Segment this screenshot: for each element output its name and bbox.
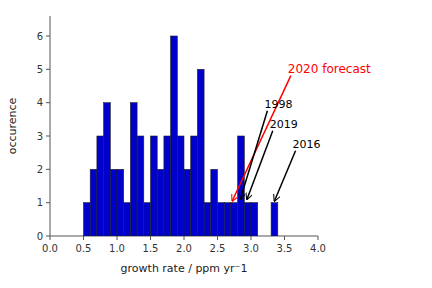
histogram-bar (231, 203, 238, 236)
histogram-bar (84, 203, 91, 236)
histogram-bar (204, 203, 211, 236)
x-tick-label: 0.5 (76, 243, 92, 254)
histogram-bar (191, 136, 198, 236)
x-tick (50, 236, 51, 240)
histogram-bar (258, 236, 265, 237)
histogram-bar (110, 169, 117, 236)
y-tick (46, 236, 50, 237)
histogram-bar (285, 236, 292, 237)
bars (84, 36, 278, 236)
x-tick-label: 1.0 (109, 243, 125, 254)
x-tick (217, 236, 218, 240)
histogram-bar (197, 69, 204, 236)
y-axis-label: occurence (6, 97, 19, 154)
annotation-text: 2019 (270, 118, 298, 131)
x-tick (184, 236, 185, 240)
histogram-bar (137, 136, 144, 236)
annotation-text: 1998 (264, 98, 292, 111)
x-tick (150, 236, 151, 240)
y-tick (46, 102, 50, 103)
y-tick (46, 202, 50, 203)
annotation-arrow (247, 131, 273, 200)
histogram-bar (177, 136, 184, 236)
x-axis-label: growth rate / ppm yr⁻1 (121, 262, 248, 275)
histogram-bar (251, 203, 258, 236)
chart: 0.0 0.5 1.0 1.5 2.0 2.5 3.0 3.5 4.0 0 1 2 3 4 5 6 growth… (0, 0, 432, 288)
y-tick-label: 4 (37, 97, 43, 108)
x-tick (117, 236, 118, 240)
x-tick (251, 236, 252, 240)
histogram-bar (151, 136, 158, 236)
y-tick-label: 5 (37, 64, 43, 75)
histogram-bar (144, 203, 151, 236)
x-tick-label: 2.0 (176, 243, 192, 254)
y-tick (46, 69, 50, 70)
annotation-text: 2016 (293, 138, 321, 151)
x-tick-label: 1.5 (143, 243, 159, 254)
histogram-bar (97, 136, 104, 236)
x-tick-label: 4.0 (310, 243, 326, 254)
x-tick (284, 236, 285, 240)
histogram-bar (278, 236, 285, 237)
y-tick-label: 1 (37, 197, 43, 208)
histogram-bar (130, 103, 137, 236)
y-tick-label: 3 (37, 131, 43, 142)
annotation-text: 2020 forecast (288, 62, 371, 76)
y-tick-label: 6 (37, 31, 43, 42)
y-tick-label: 2 (37, 164, 43, 175)
histogram-bar (164, 136, 171, 236)
x-tick (318, 236, 319, 240)
histogram-bar (90, 169, 97, 236)
y-tick (46, 36, 50, 37)
histogram-bar (171, 36, 178, 236)
histogram-bar (271, 203, 278, 236)
x-tick-label: 2.5 (210, 243, 226, 254)
histogram-bar (124, 203, 131, 236)
y-tick (46, 169, 50, 170)
y-tick (46, 136, 50, 137)
x-tick-label: 3.0 (243, 243, 259, 254)
histogram-bar (264, 236, 271, 237)
histogram-bar (211, 169, 218, 236)
histogram-bar (104, 103, 111, 236)
annotations: 2020 forecast 1998 2019 2016 (232, 62, 371, 201)
histogram-bar (224, 203, 231, 236)
histogram-bar (218, 203, 225, 236)
x-tick (83, 236, 84, 240)
histogram-bar (184, 169, 191, 236)
x-tick-label: 3.5 (277, 243, 293, 254)
axes: 0.0 0.5 1.0 1.5 2.0 2.5 3.0 3.5 4.0 0 1 2 3 4 5 6 (37, 16, 326, 254)
histogram-bar (244, 203, 251, 236)
y-tick-label: 0 (37, 231, 43, 242)
histogram-bar (157, 169, 164, 236)
x-tick-label: 0.0 (42, 243, 58, 254)
annotation-arrow (274, 151, 295, 201)
histogram-bar (117, 169, 124, 236)
